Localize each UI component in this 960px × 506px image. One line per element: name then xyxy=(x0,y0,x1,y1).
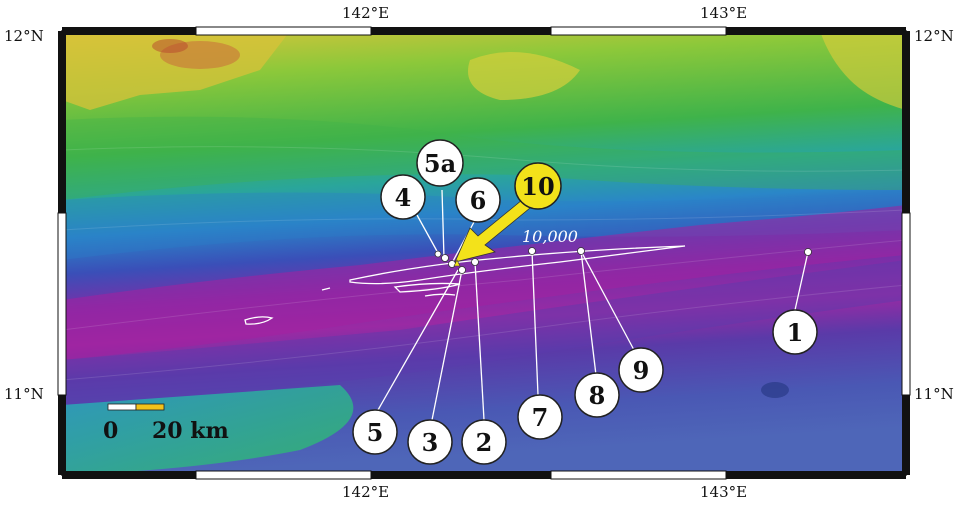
station-callout-1: 1 xyxy=(772,309,818,355)
leader-lines xyxy=(377,189,809,421)
scale-zero: 0 xyxy=(103,418,118,444)
station-label-8: 8 xyxy=(589,381,606,410)
station-label-3: 3 xyxy=(422,428,439,457)
contour-label: 10,000 xyxy=(522,227,578,246)
station-callouts: 1 2 3 4 5 5a 6 7 8 9 10 xyxy=(352,139,818,465)
station-label-1: 1 xyxy=(787,318,804,347)
lon-label-top-right: 143°E xyxy=(700,4,748,22)
station-dots xyxy=(434,247,812,274)
station-callout-9: 9 xyxy=(618,347,664,393)
site-10-arrow xyxy=(453,199,531,267)
station-callout-5: 5 xyxy=(352,409,398,455)
station-callout-5a: 5a xyxy=(416,139,464,187)
station-label-5a: 5a xyxy=(424,149,456,178)
lon-label-bottom-right: 143°E xyxy=(700,483,748,501)
station-callout-10: 10 xyxy=(514,162,562,210)
station-label-10: 10 xyxy=(521,172,554,201)
scale-distance: 20 km xyxy=(152,418,229,444)
lat-label-right-bottom: 11°N xyxy=(914,385,954,403)
lat-label-left-bottom: 11°N xyxy=(4,385,44,403)
station-callout-6: 6 xyxy=(455,177,501,223)
lon-label-top-left: 142°E xyxy=(342,4,390,22)
lat-label-right-top: 12°N xyxy=(914,27,954,45)
station-label-4: 4 xyxy=(395,183,412,212)
scale-bar: 0 20 km xyxy=(103,403,229,444)
lon-label-bottom-left: 142°E xyxy=(342,483,390,501)
station-label-9: 9 xyxy=(633,356,650,385)
station-label-7: 7 xyxy=(532,403,549,432)
bathymetry-relief xyxy=(62,31,906,475)
station-callout-4: 4 xyxy=(380,174,426,220)
lat-label-left-top: 12°N xyxy=(4,27,44,45)
station-callout-2: 2 xyxy=(461,419,507,465)
map-frame xyxy=(57,26,911,480)
station-callout-3: 3 xyxy=(407,419,453,465)
station-callout-8: 8 xyxy=(574,372,620,418)
station-label-2: 2 xyxy=(476,428,493,457)
station-callout-7: 7 xyxy=(517,394,563,440)
station-label-5: 5 xyxy=(367,418,384,447)
station-label-6: 6 xyxy=(470,186,487,215)
